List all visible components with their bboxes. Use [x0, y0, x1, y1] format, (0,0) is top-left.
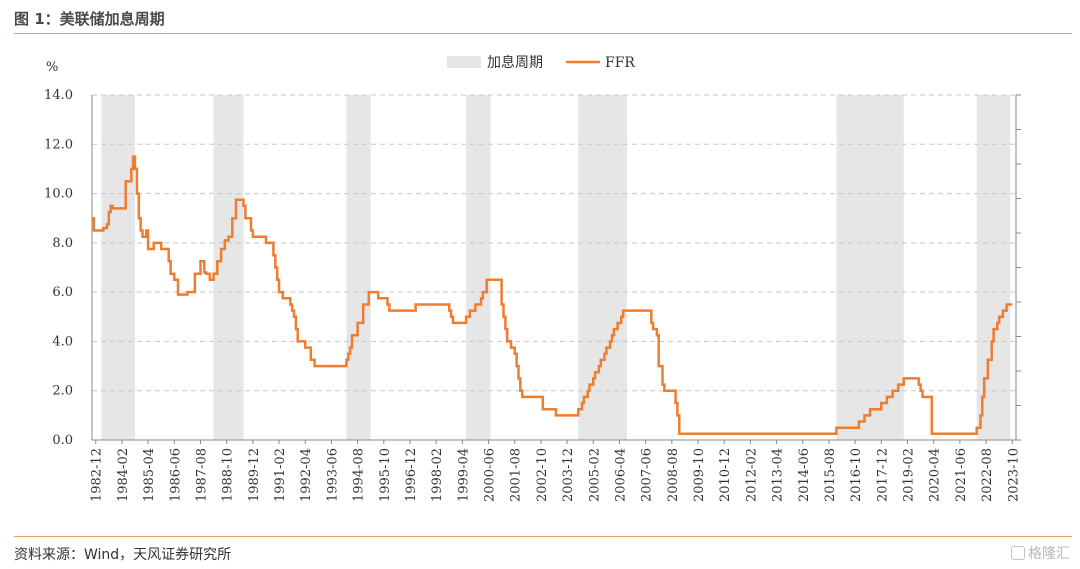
- x-tick-label-18: 2003-12: [561, 448, 576, 502]
- legend-label-ffr: FFR: [605, 55, 635, 71]
- x-tick-label-14: 1999-04: [456, 448, 471, 502]
- x-tick-label-3: 1986-06: [168, 448, 183, 502]
- grid-lines: [92, 94, 1016, 392]
- top-divider: [14, 33, 1072, 34]
- figure-title: 图 1：美联储加息周期: [14, 10, 165, 28]
- y-tick-labels: 0.0 2.0 4.0 6.0 8.0 10.0 12.0 14.0: [44, 88, 73, 448]
- x-tick-label-2: 1985-04: [142, 448, 157, 502]
- watermark-text: 格隆汇: [1028, 546, 1070, 562]
- x-tick-labels: 1982-12 1984-02 1985-04 1986-06 1987-08 1988-…: [90, 440, 1021, 502]
- hike-cycle-shading: [101, 95, 1011, 440]
- x-tick-label-5: 1988-10: [221, 448, 236, 502]
- x-tick-label-33: 2021-06: [954, 448, 969, 502]
- x-tick-label-35: 2023-10: [1006, 448, 1021, 502]
- bottom-divider: [14, 536, 1072, 537]
- x-tick-label-10: 1994-08: [352, 448, 367, 502]
- y-tick-label-4: 8.0: [52, 236, 73, 251]
- y-tick-label-5: 10.0: [44, 187, 73, 202]
- x-tick-label-24: 2010-12: [718, 448, 733, 502]
- x-tick-label-27: 2014-06: [797, 448, 812, 502]
- x-tick-label-16: 2001-08: [509, 448, 524, 502]
- y-axis-label: %: [46, 60, 58, 75]
- x-tick-label-21: 2007-06: [640, 448, 655, 502]
- legend: 加息周期 FFR: [447, 54, 635, 71]
- x-tick-label-13: 1998-02: [430, 448, 445, 502]
- x-tick-label-23: 2009-10: [692, 448, 707, 502]
- x-tick-label-20: 2006-04: [613, 448, 628, 502]
- x-tick-label-30: 2017-12: [875, 448, 890, 502]
- axes: [91, 94, 1021, 441]
- x-tick-label-0: 1982-12: [90, 448, 105, 502]
- hike-cycle-band-5: [836, 95, 904, 440]
- ffr-chart: 0.0 2.0 4.0 6.0 8.0 10.0 12.0 14.0 1982-12 1984-…: [44, 54, 1021, 502]
- x-tick-label-29: 2016-10: [849, 448, 864, 502]
- y-tick-label-6: 12.0: [44, 137, 73, 152]
- x-tick-label-34: 2022-08: [980, 448, 995, 502]
- ffr-series-line: [92, 155, 1013, 436]
- x-tick-label-15: 2000-06: [483, 448, 498, 502]
- y-tick-label-7: 14.0: [44, 88, 73, 103]
- x-tick-label-12: 1996-12: [404, 448, 419, 502]
- x-tick-label-4: 1987-08: [194, 448, 209, 502]
- y-tick-label-0: 0.0: [52, 433, 73, 448]
- hike-cycle-band-4: [578, 95, 627, 440]
- y-tick-label-3: 6.0: [52, 285, 73, 300]
- legend-label-hike-cycle: 加息周期: [487, 54, 543, 71]
- x-tick-label-6: 1989-12: [247, 448, 262, 502]
- x-tick-label-17: 2002-10: [535, 448, 550, 502]
- x-tick-label-31: 2019-02: [902, 448, 917, 502]
- hike-cycle-band-0: [101, 95, 136, 440]
- hike-cycle-band-3: [466, 95, 491, 440]
- hike-cycle-band-2: [346, 95, 371, 440]
- legend-swatch-shade: [447, 56, 481, 68]
- watermark: 格隆汇: [1011, 543, 1070, 563]
- hike-cycle-band-1: [213, 95, 244, 440]
- x-tick-label-1: 1984-02: [116, 448, 131, 502]
- x-tick-label-9: 1993-06: [325, 448, 340, 502]
- hike-cycle-band-6: [976, 95, 1011, 440]
- y-tick-label-1: 2.0: [52, 384, 73, 399]
- source-note: 资料来源：Wind，天风证券研究所: [14, 547, 232, 563]
- x-tick-label-19: 2005-02: [587, 448, 602, 502]
- x-tick-label-25: 2012-02: [744, 448, 759, 502]
- y-tick-label-2: 4.0: [52, 334, 73, 349]
- x-tick-label-28: 2015-08: [823, 448, 838, 502]
- x-tick-label-11: 1995-10: [378, 448, 393, 502]
- x-tick-label-32: 2020-04: [928, 448, 943, 502]
- x-tick-label-26: 2013-04: [771, 448, 786, 502]
- x-tick-label-22: 2008-08: [666, 448, 681, 502]
- watermark-logo-icon: [1011, 546, 1025, 560]
- x-tick-label-8: 1992-04: [299, 448, 314, 502]
- x-tick-label-7: 1991-02: [273, 448, 288, 502]
